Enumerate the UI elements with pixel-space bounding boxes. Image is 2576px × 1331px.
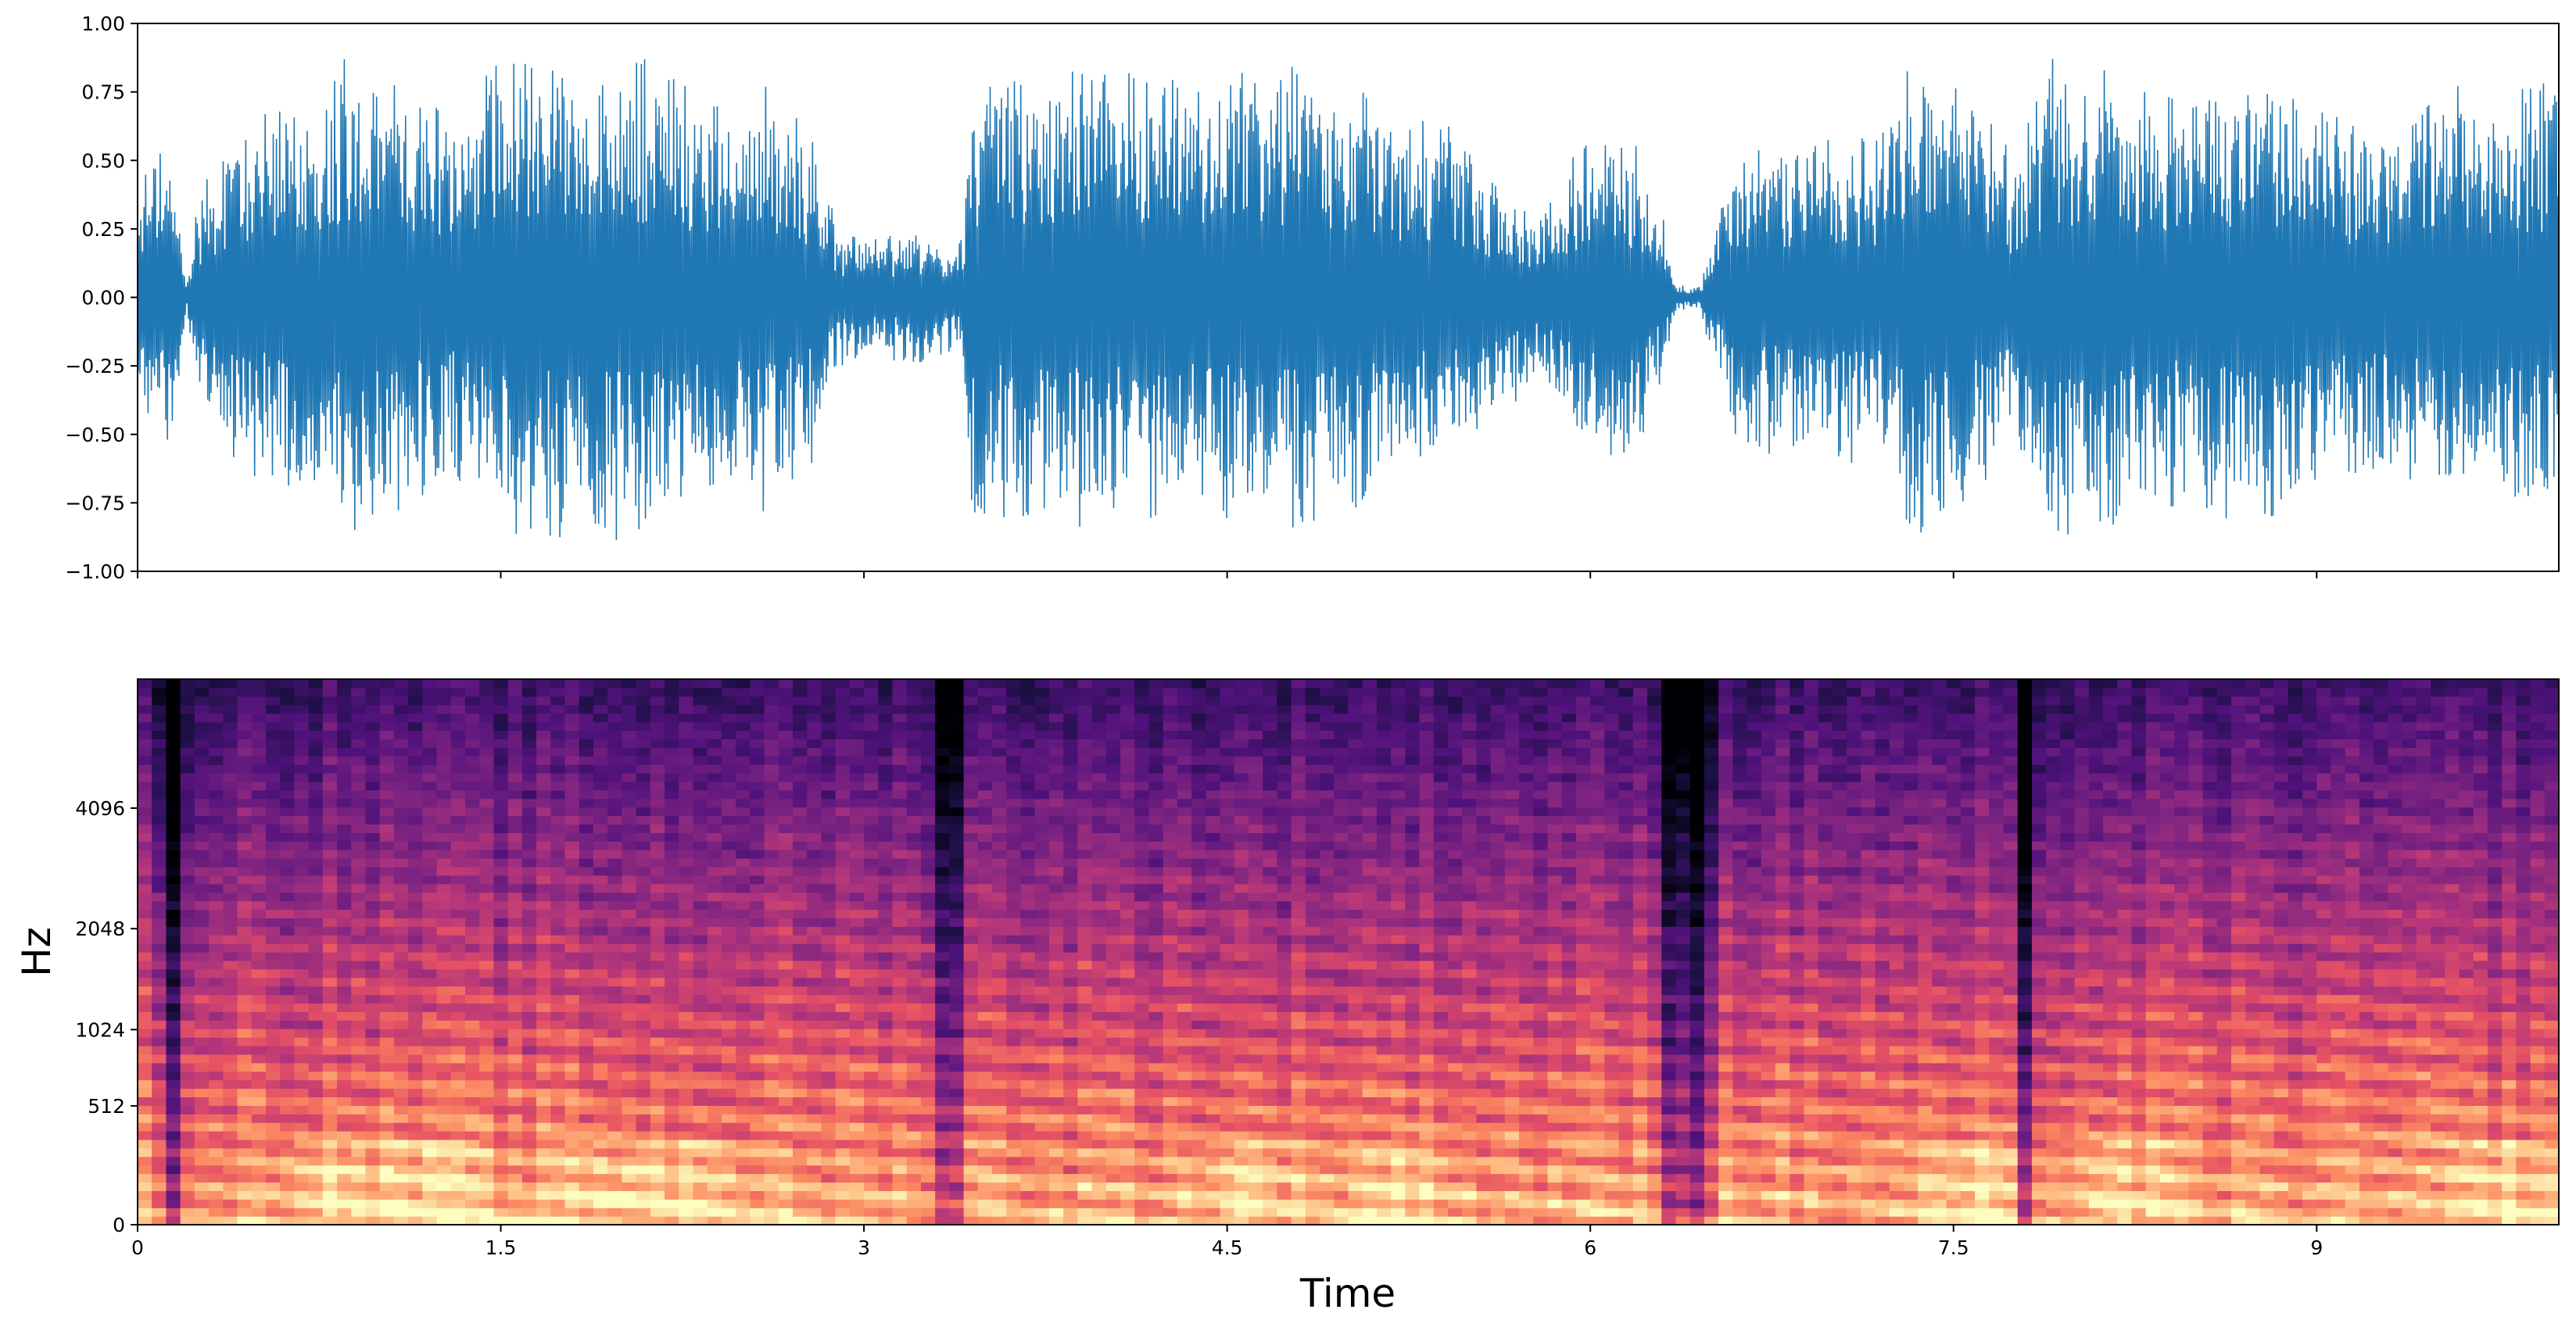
x-axis-label: Time — [1299, 1271, 1395, 1316]
spectrogram-x-axis: 0 1.5 3 4.5 6 7.5 9 — [131, 1225, 2323, 1259]
waveform-y-axis: 1.00 0.75 0.50 0.25 0.00 −0.25 −0.50 −0.75 −1.00 — [65, 13, 138, 583]
waveform-y-tick-label: −0.75 — [65, 492, 125, 514]
spectrogram-y-tick-label: 0 — [113, 1214, 125, 1236]
spectrogram-x-tick-label: 1.5 — [485, 1236, 517, 1259]
waveform-y-tick-label: −0.50 — [65, 424, 125, 446]
waveform-series — [138, 59, 2559, 541]
spectrogram-x-tick-label: 3 — [858, 1236, 870, 1259]
waveform-y-tick-label: 0.25 — [81, 218, 125, 241]
y-axis-label: Hz — [14, 927, 59, 977]
waveform-y-tick-label: −1.00 — [65, 560, 125, 583]
waveform-y-tick-label: −0.25 — [65, 355, 125, 377]
spectrogram-x-tick-label: 7.5 — [1938, 1236, 1969, 1259]
spectrogram-y-axis: 0 512 1024 2048 4096 — [75, 797, 138, 1236]
spectrogram-x-tick-label: 6 — [1584, 1236, 1596, 1259]
spectrogram-y-tick-label: 4096 — [75, 797, 125, 820]
spectrogram-panel: 0 512 1024 2048 4096 0 1.5 3 4.5 6 7.5 9 Time Hz — [14, 678, 2560, 1316]
spectrogram-y-tick-label: 512 — [88, 1095, 125, 1118]
waveform-panel: 1.00 0.75 0.50 0.25 0.00 −0.25 −0.50 −0.75 −1.00 — [65, 13, 2560, 583]
spectrogram-y-tick-label: 1024 — [75, 1018, 125, 1041]
spectrogram-x-tick-label: 9 — [2310, 1236, 2323, 1259]
waveform-y-tick-label: 0.75 — [81, 81, 125, 104]
waveform-x-axis — [137, 571, 2318, 578]
spectrogram-heatmap — [138, 679, 2559, 1225]
waveform-y-tick-label: 0.00 — [81, 287, 125, 309]
waveform-frame — [137, 23, 2560, 572]
waveform-line — [138, 59, 2559, 541]
waveform-y-tick-label: 1.00 — [81, 13, 125, 35]
spectrogram-x-tick-label: 4.5 — [1212, 1236, 1243, 1259]
waveform-y-tick-label: 0.50 — [81, 149, 125, 172]
spectrogram-y-tick-label: 2048 — [75, 918, 125, 940]
spectrogram-frame — [137, 678, 2560, 1225]
spectrogram-x-tick-label: 0 — [131, 1236, 144, 1259]
